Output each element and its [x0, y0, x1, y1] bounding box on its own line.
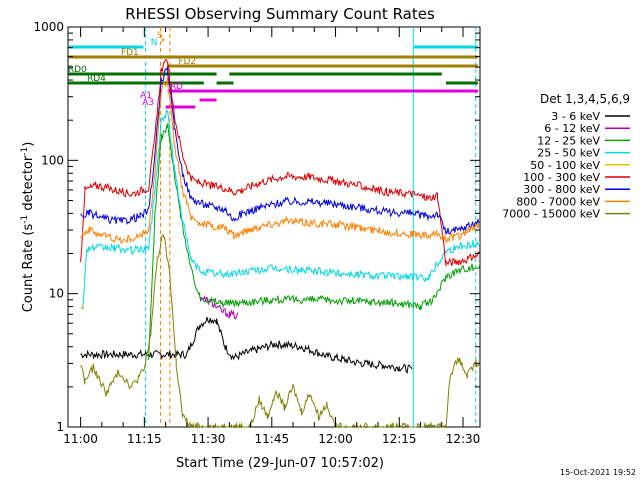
y-tick-label: 10	[49, 287, 64, 301]
flag-label-fd2: FD2	[178, 57, 196, 67]
series-line-1	[80, 316, 413, 375]
y-tick-label: 100	[41, 153, 64, 167]
legend-label-4: 25 - 50 keV	[537, 147, 600, 160]
y-tick-label: 1000	[33, 20, 64, 34]
legend-label-5: 50 - 100 keV	[530, 159, 600, 172]
vertical-marker-lines	[145, 27, 477, 427]
y-axis-ticks: 1 10 100 1000	[33, 20, 480, 434]
x-tick-label: 11:30	[191, 432, 226, 446]
x-tick-label: 12:15	[382, 432, 417, 446]
y-axis-label: Count Rate (s-1 detector-1)	[20, 142, 36, 313]
legend-label-6: 100 - 300 keV	[523, 171, 600, 184]
x-tick-label: 12:30	[446, 432, 481, 446]
x-tick-label: 11:15	[127, 432, 162, 446]
flag-label-rd0: RD0	[68, 65, 87, 75]
legend-label-9: 7000 - 15000 keV	[502, 208, 600, 221]
legend-label-2: 6 - 12 keV	[544, 122, 600, 135]
timestamp: 15-Oct-2021 19:52	[560, 468, 636, 477]
series-line-7	[80, 66, 481, 235]
y-tick-label: 1	[56, 420, 64, 434]
y-axis-label-mid: detector	[21, 155, 36, 215]
x-tick-label: 12:00	[318, 432, 353, 446]
series-line-4	[82, 108, 481, 310]
series-line-9	[80, 234, 481, 429]
flag-label-rd4: RD4	[87, 74, 106, 84]
chart-title: RHESSI Observing Summary Count Rates	[125, 5, 435, 23]
series-line-8	[80, 76, 481, 244]
x-tick-label: 11:00	[63, 432, 98, 446]
y-axis-label-sup2: -1	[20, 147, 30, 156]
flag-label-s: S	[157, 31, 163, 41]
x-axis-ticks: 11:00 11:15 11:30 11:45 12:00 12:15 12:30	[63, 27, 480, 446]
series-line-3	[148, 123, 481, 360]
x-tick-label: 11:45	[255, 432, 290, 446]
flag-label-a3: A3	[142, 98, 154, 108]
legend-label-3: 12 - 25 keV	[537, 134, 600, 147]
plot-frame	[67, 26, 481, 428]
flag-label-ad: AD	[170, 82, 183, 92]
series-line-5	[80, 304, 85, 310]
legend-title: Det 1,3,4,5,6,9	[540, 92, 630, 106]
y-axis-label-end: )	[21, 142, 36, 147]
y-axis-label-main: Count Rate (s	[21, 224, 36, 313]
legend-label-1: 3 - 6 keV	[551, 110, 600, 123]
x-axis-label: Start Time (29-Jun-07 10:57:02)	[176, 456, 384, 471]
series-lines	[80, 59, 481, 429]
flag-label-n: N	[151, 38, 158, 48]
flag-label-a1: A1	[140, 91, 152, 101]
legend-label-7: 300 - 800 keV	[523, 183, 600, 196]
y-axis-label-sup1: -1	[20, 215, 30, 224]
flag-label-fd1: FD1	[121, 48, 139, 58]
series-line-6	[80, 59, 481, 267]
legend-label-8: 800 - 7000 keV	[516, 195, 600, 208]
series-line-2	[199, 294, 239, 320]
